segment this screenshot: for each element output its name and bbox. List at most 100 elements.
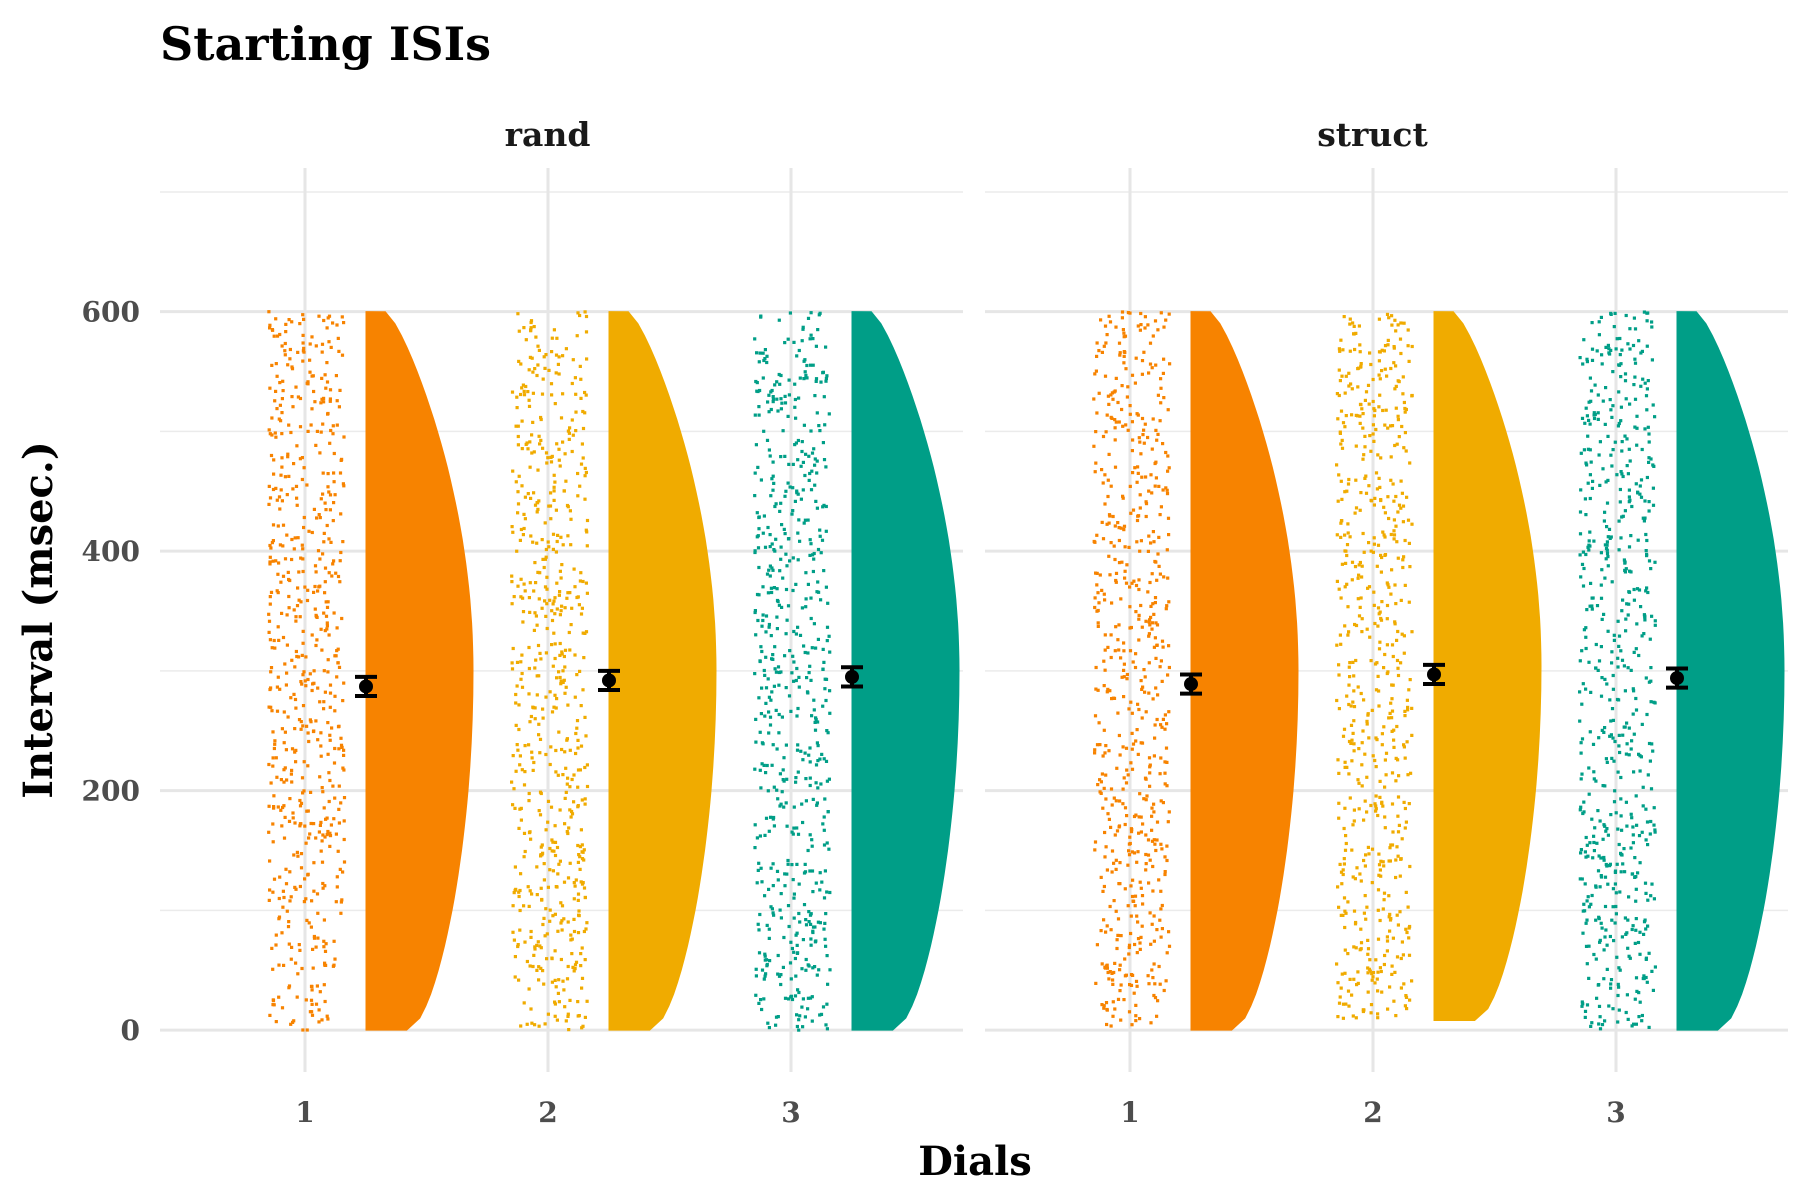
data-point	[1340, 438, 1344, 442]
data-point	[1118, 968, 1122, 972]
data-point	[541, 716, 545, 720]
data-point	[536, 570, 540, 574]
data-point	[539, 417, 543, 422]
data-point	[281, 389, 285, 393]
data-point	[581, 631, 585, 635]
data-point	[1353, 347, 1357, 352]
data-point	[808, 337, 812, 341]
data-point	[1138, 947, 1142, 951]
data-point	[1337, 801, 1341, 805]
data-point	[1353, 511, 1357, 515]
data-point	[1609, 719, 1613, 723]
data-point	[762, 514, 766, 518]
data-point	[780, 715, 784, 719]
data-point	[541, 969, 545, 973]
data-point	[1599, 875, 1604, 879]
data-point	[573, 376, 577, 380]
data-point	[305, 1028, 309, 1032]
data-point	[529, 714, 533, 719]
data-point	[1153, 736, 1157, 740]
data-point	[1362, 453, 1366, 457]
data-point	[1104, 341, 1108, 345]
data-point	[336, 336, 340, 340]
data-point	[1347, 1004, 1351, 1008]
data-point	[517, 894, 521, 899]
data-point	[579, 828, 583, 832]
data-point	[282, 836, 287, 840]
data-point	[825, 779, 829, 783]
data-point	[788, 559, 792, 563]
data-point	[1647, 741, 1652, 746]
data-point	[305, 598, 310, 603]
data-point	[1392, 999, 1396, 1003]
data-point	[794, 780, 798, 784]
data-point	[531, 705, 535, 709]
data-point	[1121, 494, 1125, 498]
data-point	[337, 665, 342, 669]
data-point	[333, 709, 337, 713]
data-point	[325, 621, 329, 625]
data-point	[1602, 612, 1606, 616]
data-point	[299, 556, 303, 560]
data-point	[267, 612, 271, 616]
data-point	[1344, 561, 1348, 565]
data-point	[774, 708, 778, 712]
data-point	[1360, 741, 1364, 745]
data-point	[1103, 648, 1107, 652]
data-point	[755, 389, 759, 393]
data-point	[1370, 847, 1375, 851]
data-point	[1147, 691, 1151, 695]
data-point	[1335, 463, 1339, 467]
data-point	[521, 533, 525, 537]
data-point	[1374, 809, 1378, 813]
data-point	[279, 778, 283, 782]
data-point	[575, 673, 579, 677]
data-point	[1585, 463, 1589, 467]
data-point	[1634, 887, 1638, 891]
data-point	[1595, 604, 1600, 608]
data-point	[295, 496, 299, 500]
data-point	[304, 684, 308, 688]
data-point	[1379, 570, 1383, 574]
data-point	[1099, 929, 1103, 933]
data-point	[1588, 376, 1592, 380]
data-point	[809, 429, 813, 433]
data-point	[1376, 1016, 1380, 1020]
data-point	[1583, 497, 1587, 501]
data-point	[1589, 1024, 1593, 1028]
data-point	[754, 717, 758, 721]
data-point	[1110, 601, 1114, 605]
data-point	[1339, 596, 1343, 600]
data-point	[518, 908, 522, 913]
data-point	[335, 323, 339, 327]
data-point	[754, 993, 758, 997]
data-point	[332, 963, 336, 967]
data-point	[280, 824, 284, 828]
data-point	[299, 600, 303, 604]
data-point	[1634, 794, 1638, 798]
data-point	[300, 653, 304, 657]
data-point	[1155, 717, 1159, 722]
data-point	[808, 746, 812, 750]
data-point	[557, 593, 561, 597]
data-point	[1352, 674, 1356, 678]
data-point	[754, 379, 758, 384]
panel-label: rand	[505, 115, 591, 154]
data-point	[308, 672, 312, 676]
data-point	[541, 557, 545, 561]
data-point	[1612, 800, 1617, 804]
data-point	[571, 358, 575, 362]
data-point	[1606, 535, 1610, 539]
data-point	[1389, 843, 1393, 847]
data-point	[794, 441, 798, 445]
data-point	[1606, 629, 1610, 633]
data-point	[1622, 558, 1626, 562]
data-point	[269, 453, 274, 458]
data-point	[825, 1002, 829, 1006]
data-point	[327, 537, 331, 541]
data-point	[1617, 421, 1621, 426]
data-point	[1361, 531, 1365, 536]
data-point	[319, 731, 323, 735]
data-point	[565, 830, 569, 834]
data-point	[1612, 325, 1616, 329]
